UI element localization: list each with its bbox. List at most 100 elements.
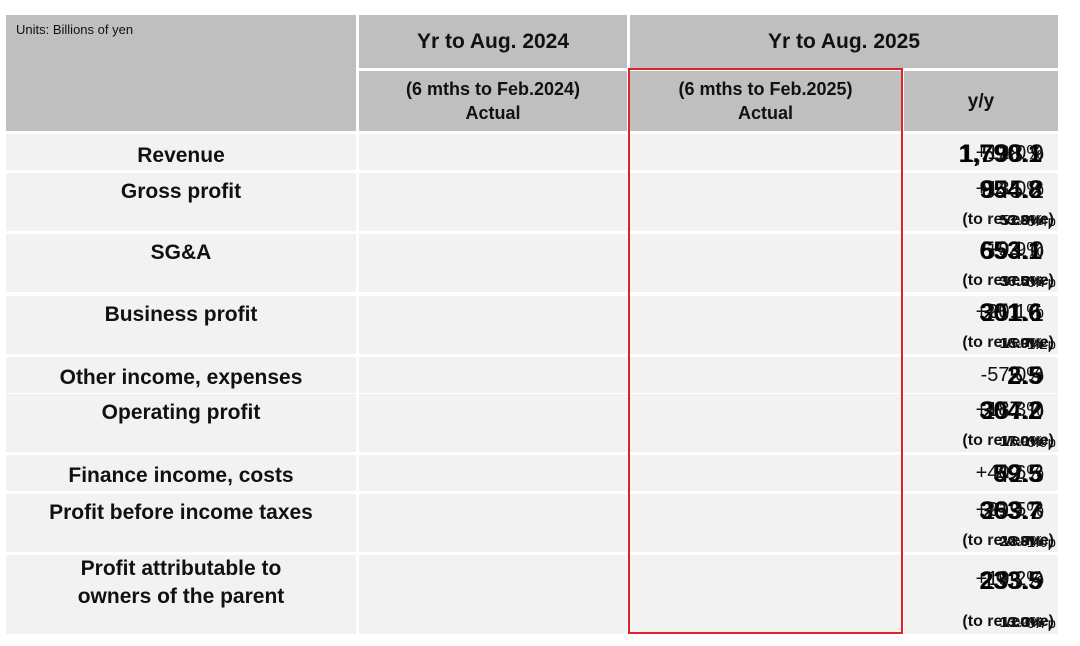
row-label: Revenue bbox=[137, 144, 225, 167]
row-label: SG&A bbox=[150, 241, 212, 264]
yy-cell bbox=[904, 134, 1058, 170]
label-cell bbox=[6, 357, 356, 393]
curr-value: 2.5 bbox=[1007, 362, 1042, 390]
table-row-sga: SG&A 594.0 653.1 +9.9% (to revenue) 37.2% 36.5… bbox=[6, 234, 1058, 292]
table-row-finance-income-costs: Finance income, costs 42.3 59.5 +40.6% bbox=[6, 455, 1058, 491]
yy-value: +12.0% bbox=[975, 142, 1044, 164]
to-revenue-label: (to revenue) bbox=[962, 211, 1054, 228]
yy-header: y/y bbox=[904, 71, 1058, 131]
yy-ratio-change: +1.6p bbox=[1018, 534, 1056, 551]
row-label: Business profit bbox=[104, 303, 258, 326]
yy-cell bbox=[904, 455, 1058, 491]
prev-value: 195.9 bbox=[981, 567, 1044, 595]
label-cell bbox=[6, 134, 356, 170]
to-revenue-label: (to revenue) bbox=[962, 272, 1054, 289]
units-header-cell: Units: Billions of yen bbox=[6, 15, 356, 131]
table-row-profit-before-income-taxes: Profit before income taxes 299.3 363.7 +21.… bbox=[6, 494, 1058, 552]
to-revenue-label: (to revenue) bbox=[962, 613, 1054, 630]
prev-year-title: Yr to Aug. 2024 bbox=[416, 30, 570, 53]
prev-ratio: 15.7% bbox=[1001, 335, 1044, 352]
prev-cell bbox=[359, 357, 627, 393]
curr-period-line1: (6 mths to Feb.2025) bbox=[678, 79, 853, 99]
yy-value: +18.3% bbox=[975, 399, 1044, 421]
label-cell bbox=[6, 394, 356, 452]
to-revenue-label: (to revenue) bbox=[962, 334, 1054, 351]
table-row-gross-profit: Gross profit 845.2 954.8 +13.0% (to revenue)… bbox=[6, 173, 1058, 231]
curr-period-line2: Actual bbox=[737, 103, 793, 123]
table-row-revenue: Revenue 1,598.9 1,790.1 +12.0% bbox=[6, 134, 1058, 170]
table-row-other-income-expenses: Other income, expenses 5.9 2.5 -57.0% bbox=[6, 357, 1058, 393]
curr-ratio: 20.3% bbox=[999, 533, 1042, 550]
curr-value: 301.6 bbox=[979, 299, 1042, 327]
yy-value: +40.6% bbox=[975, 462, 1044, 484]
table-row-business-profit: Business profit 251.1 301.6 +20.1% (to reven… bbox=[6, 296, 1058, 354]
cur-cell bbox=[630, 555, 901, 634]
prev-ratio: 37.2% bbox=[1001, 273, 1044, 290]
prev-cell bbox=[359, 234, 627, 292]
curr-value: 1,790.1 bbox=[958, 140, 1042, 168]
row-label: Operating profit bbox=[101, 401, 261, 424]
prev-period-header: (6 mths to Feb.2024) Actual bbox=[359, 71, 627, 131]
prev-value: 257.0 bbox=[981, 397, 1044, 425]
curr-value: 363.7 bbox=[979, 497, 1042, 525]
prev-value: 5.9 bbox=[1009, 362, 1044, 390]
label-cell bbox=[6, 234, 356, 292]
curr-ratio: 17.0% bbox=[999, 433, 1042, 450]
cur-cell bbox=[630, 296, 901, 354]
yy-cell bbox=[904, 494, 1058, 552]
curr-value: 304.2 bbox=[979, 397, 1042, 425]
yy-cell bbox=[904, 394, 1058, 452]
yy-value: +9.9% bbox=[986, 239, 1044, 261]
cur-cell bbox=[630, 234, 901, 292]
prev-period-line1: (6 mths to Feb.2024) bbox=[405, 79, 581, 99]
curr-ratio: 36.5% bbox=[999, 273, 1042, 290]
yy-ratio-change: +0.4p bbox=[1018, 213, 1056, 230]
table-row-operating-profit: Operating profit 257.0 304.2 +18.3% (to reve… bbox=[6, 394, 1058, 452]
to-revenue-label: (to revenue) bbox=[962, 432, 1054, 449]
yy-cell bbox=[904, 555, 1058, 634]
label-cell bbox=[6, 455, 356, 491]
yy-ratio-change: +1.2p bbox=[1018, 336, 1056, 353]
prev-value: 1,598.9 bbox=[960, 140, 1044, 168]
label-cell bbox=[6, 555, 356, 634]
curr-ratio: 13.0% bbox=[999, 614, 1042, 631]
cur-cell bbox=[630, 357, 901, 393]
prev-value: 251.1 bbox=[981, 299, 1044, 327]
yy-cell bbox=[904, 173, 1058, 231]
prev-year-header: Yr to Aug. 2024 bbox=[359, 15, 627, 68]
to-revenue-label: (to revenue) bbox=[962, 532, 1054, 549]
row-label-line1: Profit attributable to bbox=[80, 557, 282, 580]
prev-cell bbox=[359, 134, 627, 170]
curr-ratio: 53.3% bbox=[999, 212, 1042, 229]
curr-value: 954.8 bbox=[979, 176, 1042, 204]
yy-value: -57.0% bbox=[980, 364, 1044, 386]
curr-year-header: Yr to Aug. 2025 bbox=[630, 15, 1058, 68]
yy-header-label: y/y bbox=[967, 91, 995, 112]
units-label: Units: Billions of yen bbox=[16, 22, 134, 37]
curr-period-text: (6 mths to Feb.2025) Actual bbox=[630, 77, 901, 125]
prev-ratio: 12.3% bbox=[1001, 614, 1044, 631]
yy-value: +19.2% bbox=[975, 568, 1044, 590]
curr-year-title: Yr to Aug. 2025 bbox=[767, 30, 921, 53]
table-row-profit-attributable: Profit attributable to owners of the pare… bbox=[6, 555, 1058, 634]
cur-cell bbox=[630, 173, 901, 231]
yy-cell bbox=[904, 357, 1058, 393]
row-label: Profit before income taxes bbox=[49, 501, 313, 524]
yy-value: +21.5% bbox=[975, 499, 1044, 521]
yy-value: +20.1% bbox=[975, 301, 1044, 323]
yy-ratio-change: -0.7p bbox=[1021, 274, 1056, 291]
label-cell bbox=[6, 173, 356, 231]
label-cell bbox=[6, 494, 356, 552]
yy-ratio-change: +0.7p bbox=[1018, 615, 1056, 632]
prev-value: 42.3 bbox=[995, 460, 1044, 488]
curr-value: 653.1 bbox=[979, 237, 1042, 265]
curr-ratio: 16.9% bbox=[999, 335, 1042, 352]
prev-cell bbox=[359, 555, 627, 634]
prev-ratio: 16.1% bbox=[1001, 433, 1044, 450]
prev-period-line2: Actual bbox=[465, 103, 521, 123]
prev-value: 845.2 bbox=[981, 176, 1044, 204]
curr-value: 59.5 bbox=[993, 460, 1042, 488]
yy-value: +13.0% bbox=[975, 178, 1044, 200]
yy-cell bbox=[904, 234, 1058, 292]
